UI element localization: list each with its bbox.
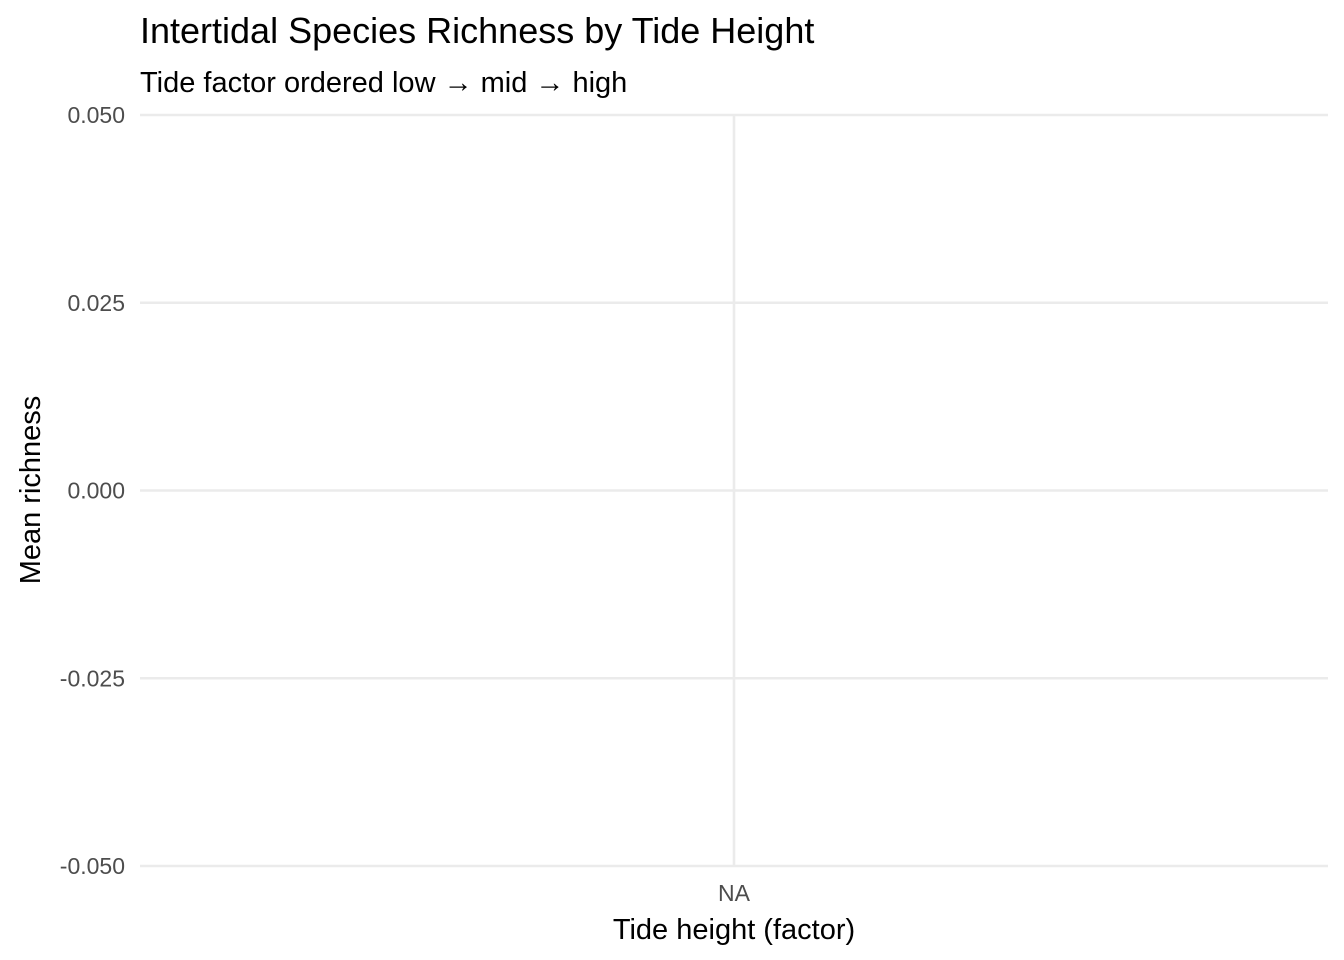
y-axis-tick-labels: -0.050 -0.025 0.000 0.025 0.050: [60, 102, 125, 879]
y-tick-label: 0.050: [67, 102, 125, 128]
x-axis-tick-labels: NA: [718, 880, 751, 906]
plot-panel: [140, 113, 1328, 868]
y-tick-label: -0.025: [60, 665, 125, 691]
y-tick-label: 0.025: [67, 290, 125, 316]
y-axis-title: Mean richness: [15, 396, 47, 585]
chart-title: Intertidal Species Richness by Tide Heig…: [140, 10, 814, 51]
y-tick-label: 0.000: [67, 478, 125, 504]
x-tick-label: NA: [718, 880, 751, 906]
x-axis-title: Tide height (factor): [613, 914, 855, 946]
y-tick-label: -0.050: [60, 853, 125, 879]
chart-subtitle: Tide factor ordered low → mid → high: [140, 67, 627, 99]
